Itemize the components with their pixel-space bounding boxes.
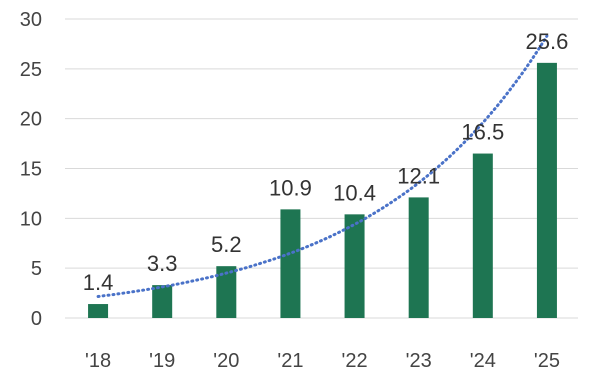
y-tick-label: 0 <box>31 308 42 330</box>
data-label: 25.6 <box>526 29 569 54</box>
bar <box>216 266 237 318</box>
data-labels: 1.4 3.3 5.2 10.9 10.4 12.1 16.5 25.6 <box>83 29 569 295</box>
y-tick-label: 15 <box>20 159 42 181</box>
data-label: 1.4 <box>83 270 114 295</box>
data-label: 12.1 <box>397 163 440 188</box>
x-tick-label: '23 <box>406 350 432 372</box>
x-axis: '18 '19 '20 '21 '22 '23 '24 '25 <box>85 350 560 372</box>
y-tick-label: 25 <box>20 59 42 81</box>
y-axis: 0 5 10 15 20 25 30 <box>20 9 42 330</box>
gridlines <box>65 18 578 319</box>
x-tick-label: '19 <box>149 350 175 372</box>
x-tick-label: '25 <box>534 350 560 372</box>
x-tick-label: '22 <box>342 350 368 372</box>
bar <box>88 304 109 318</box>
data-label: 5.2 <box>211 232 242 257</box>
y-tick-label: 30 <box>20 9 42 31</box>
data-label: 10.9 <box>269 175 312 200</box>
y-tick-label: 5 <box>31 258 42 280</box>
bar <box>152 285 173 318</box>
x-tick-label: '21 <box>277 350 303 372</box>
data-label: 16.5 <box>461 120 504 145</box>
x-tick-label: '24 <box>470 350 496 372</box>
data-label: 3.3 <box>147 251 178 276</box>
trendline <box>96 34 549 298</box>
y-tick-label: 20 <box>20 109 42 131</box>
bar <box>280 209 301 318</box>
bar <box>408 197 429 318</box>
bar <box>536 62 557 318</box>
bar <box>472 153 493 318</box>
bar <box>344 214 365 318</box>
data-label: 10.4 <box>333 180 376 205</box>
bars <box>88 62 557 318</box>
trendline-group <box>96 34 549 298</box>
x-tick-label: '20 <box>213 350 239 372</box>
y-tick-label: 10 <box>20 208 42 230</box>
x-tick-label: '18 <box>85 350 111 372</box>
